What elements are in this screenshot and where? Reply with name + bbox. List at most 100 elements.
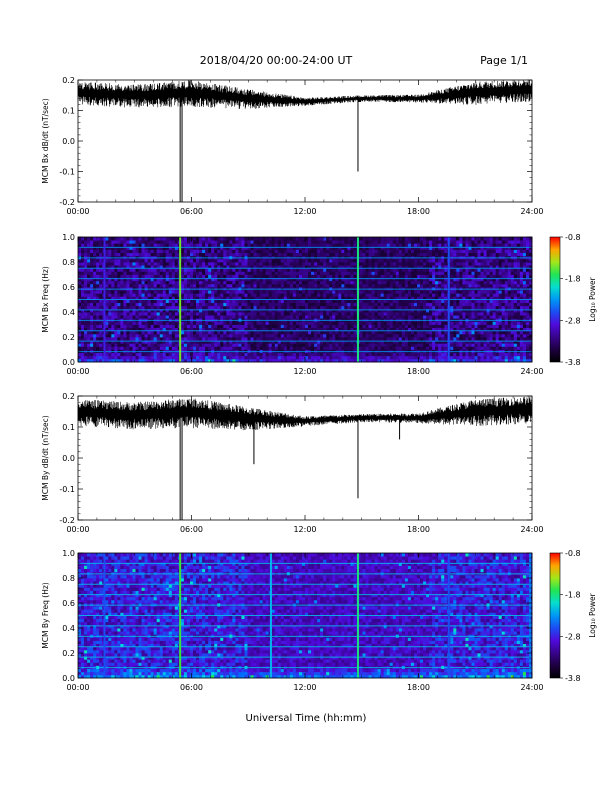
spectrogram-cell [410, 299, 415, 304]
spectrogram-cell [341, 308, 345, 313]
spectrogram-cell [432, 302, 436, 307]
spectrogram-cell [78, 324, 82, 329]
spectrogram-cell [311, 315, 315, 319]
spectrogram-cell [383, 330, 388, 335]
spectrogram-cell [81, 262, 85, 266]
spectrogram-cell [183, 290, 188, 294]
spectrogram-cell [353, 340, 357, 344]
spectrogram-cell [108, 330, 112, 335]
spectrogram-cell [126, 358, 130, 363]
spectrogram-cell [301, 277, 306, 282]
spectrogram-cell [81, 315, 85, 319]
spectrogram-cell [159, 296, 164, 300]
spectrogram-cell [444, 299, 448, 304]
spectrogram-cell [211, 243, 215, 247]
spectrogram-cell [320, 277, 324, 282]
spectrogram-cell [117, 308, 121, 313]
spectrogram-cell [153, 324, 158, 329]
spectrogram-cell [341, 352, 345, 357]
spectrogram-cell [183, 265, 188, 269]
spectrogram-cell [308, 340, 312, 344]
spectrogram-cell [159, 337, 164, 341]
spectrogram-cell [301, 299, 306, 304]
spectrogram-cell [350, 302, 354, 307]
spectrogram-cell [420, 305, 424, 310]
spectrogram-cell [380, 302, 385, 307]
spectrogram-cell [420, 283, 424, 288]
spectrogram-cell [350, 299, 354, 304]
spectrogram-cell [435, 262, 439, 266]
spectrogram-cell [226, 358, 230, 363]
spectrogram-cell [429, 352, 433, 357]
spectrogram-cell [362, 290, 366, 294]
spectrogram-cell [120, 312, 124, 316]
spectrogram-cell [147, 262, 152, 266]
spectrogram-cell [250, 340, 254, 344]
spectrogram-cell [308, 283, 312, 288]
spectrogram-cell [180, 262, 185, 266]
spectrogram-cell [259, 330, 264, 335]
spectrogram-cell [220, 283, 224, 288]
spectrogram-cell [332, 302, 336, 307]
spectrogram-cell [359, 252, 363, 257]
spectrogram-cell [413, 321, 418, 325]
spectrogram-cell [199, 312, 203, 316]
spectrogram-cell [220, 352, 224, 357]
spectrogram-cell [253, 246, 257, 250]
spectrogram-cell [78, 302, 82, 307]
spectrogram-cell [353, 258, 357, 263]
spectrogram-cell [174, 299, 179, 304]
spectrogram-cell [368, 315, 372, 319]
spectrogram-cell [389, 296, 394, 300]
spectrogram-cell [389, 355, 394, 360]
spectrogram-cell [180, 252, 185, 257]
spectrogram-cell [105, 240, 109, 244]
spectrogram-cell [323, 246, 327, 250]
spectrogram-cell [141, 277, 145, 282]
spectrogram-cell [138, 246, 142, 250]
spectrogram-cell [332, 355, 336, 360]
spectrogram-cell [277, 237, 282, 241]
spectrogram-cell [235, 299, 239, 304]
spectrogram-cell [268, 277, 273, 282]
spectrogram-cell [253, 358, 257, 363]
spectrogram-cell [96, 324, 100, 329]
spectrogram-cell [99, 327, 103, 332]
spectrogram-cell [444, 346, 448, 350]
spectrogram-cell [214, 249, 218, 254]
spectrogram-cell [283, 327, 288, 332]
spectrogram-cell [256, 315, 260, 319]
spectrogram-cell [129, 358, 133, 363]
spectrogram-cell [305, 277, 309, 282]
spectrogram-cell [244, 333, 248, 338]
spectrogram-cell [308, 358, 312, 363]
spectrogram-cell [253, 293, 257, 297]
spectrogram-cell [250, 283, 254, 288]
spectrogram-cell [350, 355, 354, 360]
spectrogram-cell [329, 305, 333, 310]
spectrogram-cell [117, 333, 121, 338]
spectrogram-cell [362, 340, 366, 344]
spectrogram-cell [329, 265, 333, 269]
spectrogram-cell [223, 280, 227, 285]
spectrogram-cell [353, 321, 357, 325]
spectrogram-cell [183, 277, 188, 282]
spectrogram-cell [413, 262, 418, 266]
spectrogram-cell [120, 274, 124, 279]
spectrogram-cell [93, 277, 97, 282]
spectrogram-cell [208, 299, 212, 304]
spectrogram-cell [320, 327, 324, 332]
spectrogram-cell [205, 283, 209, 288]
spectrogram-cell [217, 358, 221, 363]
spectrogram-cell [99, 277, 103, 282]
spectrogram-cell [165, 271, 170, 275]
spectrogram-cell [368, 243, 372, 247]
spectrogram-cell [147, 358, 152, 363]
spectrogram-cell [211, 355, 215, 360]
spectrogram-cell [404, 290, 409, 294]
spectrogram-cell [395, 330, 400, 335]
spectrogram-cell [283, 280, 288, 285]
spectrogram-cell [159, 340, 164, 344]
spectrogram-cell [217, 280, 221, 285]
spectrogram-cell [229, 296, 233, 300]
